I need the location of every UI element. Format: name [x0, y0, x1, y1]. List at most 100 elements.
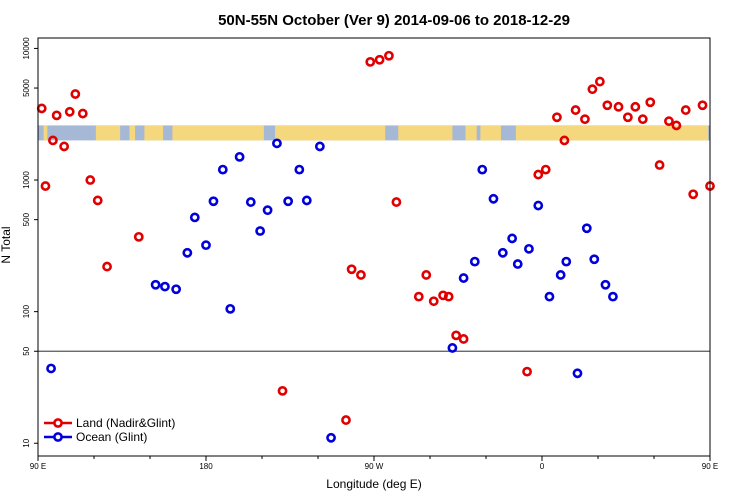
- y-tick-label: 10000: [22, 37, 31, 60]
- land-point: [59, 141, 70, 152]
- plot-frame: [37, 37, 711, 457]
- ocean-point: [255, 226, 266, 236]
- y-axis-label: N Total: [0, 226, 13, 263]
- land-point: [428, 296, 439, 307]
- ocean-point: [301, 195, 312, 206]
- land-point: [645, 97, 656, 108]
- land-point: [533, 169, 544, 180]
- y-tick-label: 5000: [22, 79, 31, 97]
- land-point: [622, 112, 633, 123]
- land-point: [92, 195, 103, 206]
- band-land-segment: [144, 125, 164, 141]
- band-land-segment: [480, 125, 501, 141]
- land-point: [602, 100, 613, 111]
- ocean-point: [294, 164, 305, 175]
- ocean-point: [234, 151, 245, 162]
- land-point: [688, 189, 699, 200]
- ocean-point: [512, 259, 523, 269]
- y-tick-label: 100: [22, 304, 31, 318]
- ocean-point: [572, 368, 583, 379]
- legend-label-ocean: Ocean (Glint): [76, 430, 147, 444]
- land-point: [51, 110, 62, 121]
- land-point: [277, 385, 288, 396]
- land-point: [637, 114, 648, 125]
- land-point: [438, 290, 448, 301]
- ocean-point: [182, 247, 193, 258]
- land-point: [365, 56, 376, 67]
- ocean-point: [171, 284, 182, 295]
- land-point: [374, 54, 385, 65]
- land-point: [594, 76, 605, 87]
- ocean-point: [589, 254, 600, 265]
- ocean-point: [283, 196, 294, 207]
- ocean-point: [581, 223, 592, 234]
- land-point: [421, 270, 432, 280]
- band-land-segment: [172, 125, 264, 141]
- land-point: [671, 120, 682, 131]
- land-point: [341, 415, 351, 425]
- ocean-point: [477, 164, 488, 175]
- land-point: [346, 264, 357, 275]
- ocean-point: [160, 281, 170, 292]
- land-point: [570, 105, 581, 115]
- land-point: [384, 50, 394, 61]
- band-land-segment: [43, 125, 48, 141]
- ocean-point: [600, 279, 611, 290]
- ocean-point: [561, 256, 572, 267]
- land-point: [356, 270, 366, 280]
- ocean-point: [314, 141, 325, 152]
- land-point: [77, 108, 88, 119]
- land-point: [70, 89, 81, 99]
- chart-title: 50N-55N October (Ver 9) 2014-09-06 to 20…: [218, 12, 570, 29]
- land-point: [559, 135, 570, 146]
- ocean-point: [544, 291, 555, 302]
- band-land-segment: [129, 125, 136, 141]
- ocean-point: [262, 205, 273, 216]
- ocean-point: [150, 279, 161, 290]
- ocean-point: [507, 233, 518, 244]
- ocean-point: [555, 270, 566, 280]
- ocean-point: [225, 303, 236, 314]
- ocean-point: [608, 291, 618, 302]
- ocean-point: [217, 164, 228, 175]
- land-point: [64, 106, 75, 117]
- ocean-point: [245, 197, 256, 207]
- land-point: [613, 101, 624, 112]
- land-mask-band: [38, 125, 710, 141]
- land-point: [40, 181, 51, 191]
- land-point: [102, 261, 112, 272]
- land-point: [664, 116, 674, 127]
- land-point: [48, 135, 58, 146]
- band-land-segment: [275, 125, 386, 141]
- land-point: [654, 160, 665, 170]
- x-axis-label: Longitude (deg E): [326, 477, 421, 491]
- y-tick-label: 500: [22, 212, 31, 226]
- land-point: [522, 366, 532, 377]
- legend-swatch-marker: [53, 432, 63, 442]
- ocean-point: [208, 196, 219, 207]
- data-points: [36, 50, 715, 443]
- y-tick-label: 10: [22, 438, 31, 447]
- y-tick-label: 50: [22, 346, 31, 355]
- land-point: [133, 231, 144, 242]
- land-point: [540, 164, 551, 175]
- land-point: [680, 105, 691, 115]
- band-land-segment: [95, 125, 121, 141]
- ocean-point: [189, 212, 200, 223]
- ocean-point: [326, 432, 336, 443]
- land-point: [458, 334, 469, 344]
- ocean-point: [524, 243, 534, 254]
- axes: 90 E 180 90 W 0 90 E 10 50 100 500 1000 5000 10000: [22, 37, 718, 471]
- band-land-segment: [465, 125, 477, 141]
- ocean-point: [201, 240, 211, 251]
- ocean-point: [533, 200, 544, 211]
- ocean-point: [469, 256, 480, 267]
- land-point: [36, 103, 47, 114]
- ocean-point: [488, 193, 499, 204]
- land-point: [552, 112, 562, 123]
- x-tick-label: 90 W: [365, 462, 384, 471]
- land-point: [580, 114, 590, 125]
- x-tick-label: 180: [199, 462, 213, 471]
- x-tick-label: 0: [540, 462, 545, 471]
